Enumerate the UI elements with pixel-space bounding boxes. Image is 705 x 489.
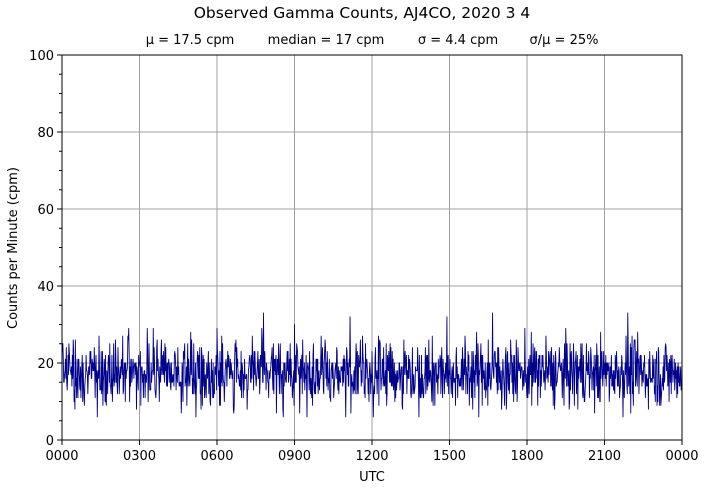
y-axis-label: Counts per Minute (cpm) [6, 167, 21, 329]
y-tick-label: 0 [46, 434, 54, 449]
y-tick-label: 80 [37, 126, 54, 141]
x-tick-label: 0600 [200, 449, 233, 464]
x-tick-label: 1200 [355, 449, 388, 464]
x-tick-label: 1800 [510, 449, 543, 464]
chart-title: Observed Gamma Counts, AJ4CO, 2020 3 4 [194, 4, 531, 22]
x-tick-label: 0300 [123, 449, 156, 464]
stat-median: median = 17 cpm [268, 33, 385, 48]
y-tick-label: 100 [29, 49, 54, 64]
y-tick-label: 40 [37, 280, 54, 295]
stat-mean: μ = 17.5 cpm [146, 33, 235, 48]
count-trace [61, 312, 683, 418]
y-tick-label: 60 [37, 203, 54, 218]
x-tick-label: 0000 [665, 449, 698, 464]
x-tick-label: 0000 [45, 449, 78, 464]
x-tick-label: 2100 [588, 449, 621, 464]
stat-ratio: σ/μ = 25% [530, 33, 599, 48]
y-axis: 0 20 40 60 80 100 [29, 49, 62, 449]
x-axis: 0000 0300 0600 0900 1200 1500 1800 2100 0000 [45, 440, 699, 464]
series-counts [61, 312, 683, 418]
y-tick-label: 20 [37, 357, 54, 372]
stat-sigma: σ = 4.4 cpm [418, 33, 498, 48]
stats-line: μ = 17.5 cpm median = 17 cpm σ = 4.4 cpm… [146, 33, 599, 48]
x-tick-label: 1500 [433, 449, 466, 464]
x-axis-label: UTC [359, 470, 385, 485]
x-tick-label: 0900 [278, 449, 311, 464]
